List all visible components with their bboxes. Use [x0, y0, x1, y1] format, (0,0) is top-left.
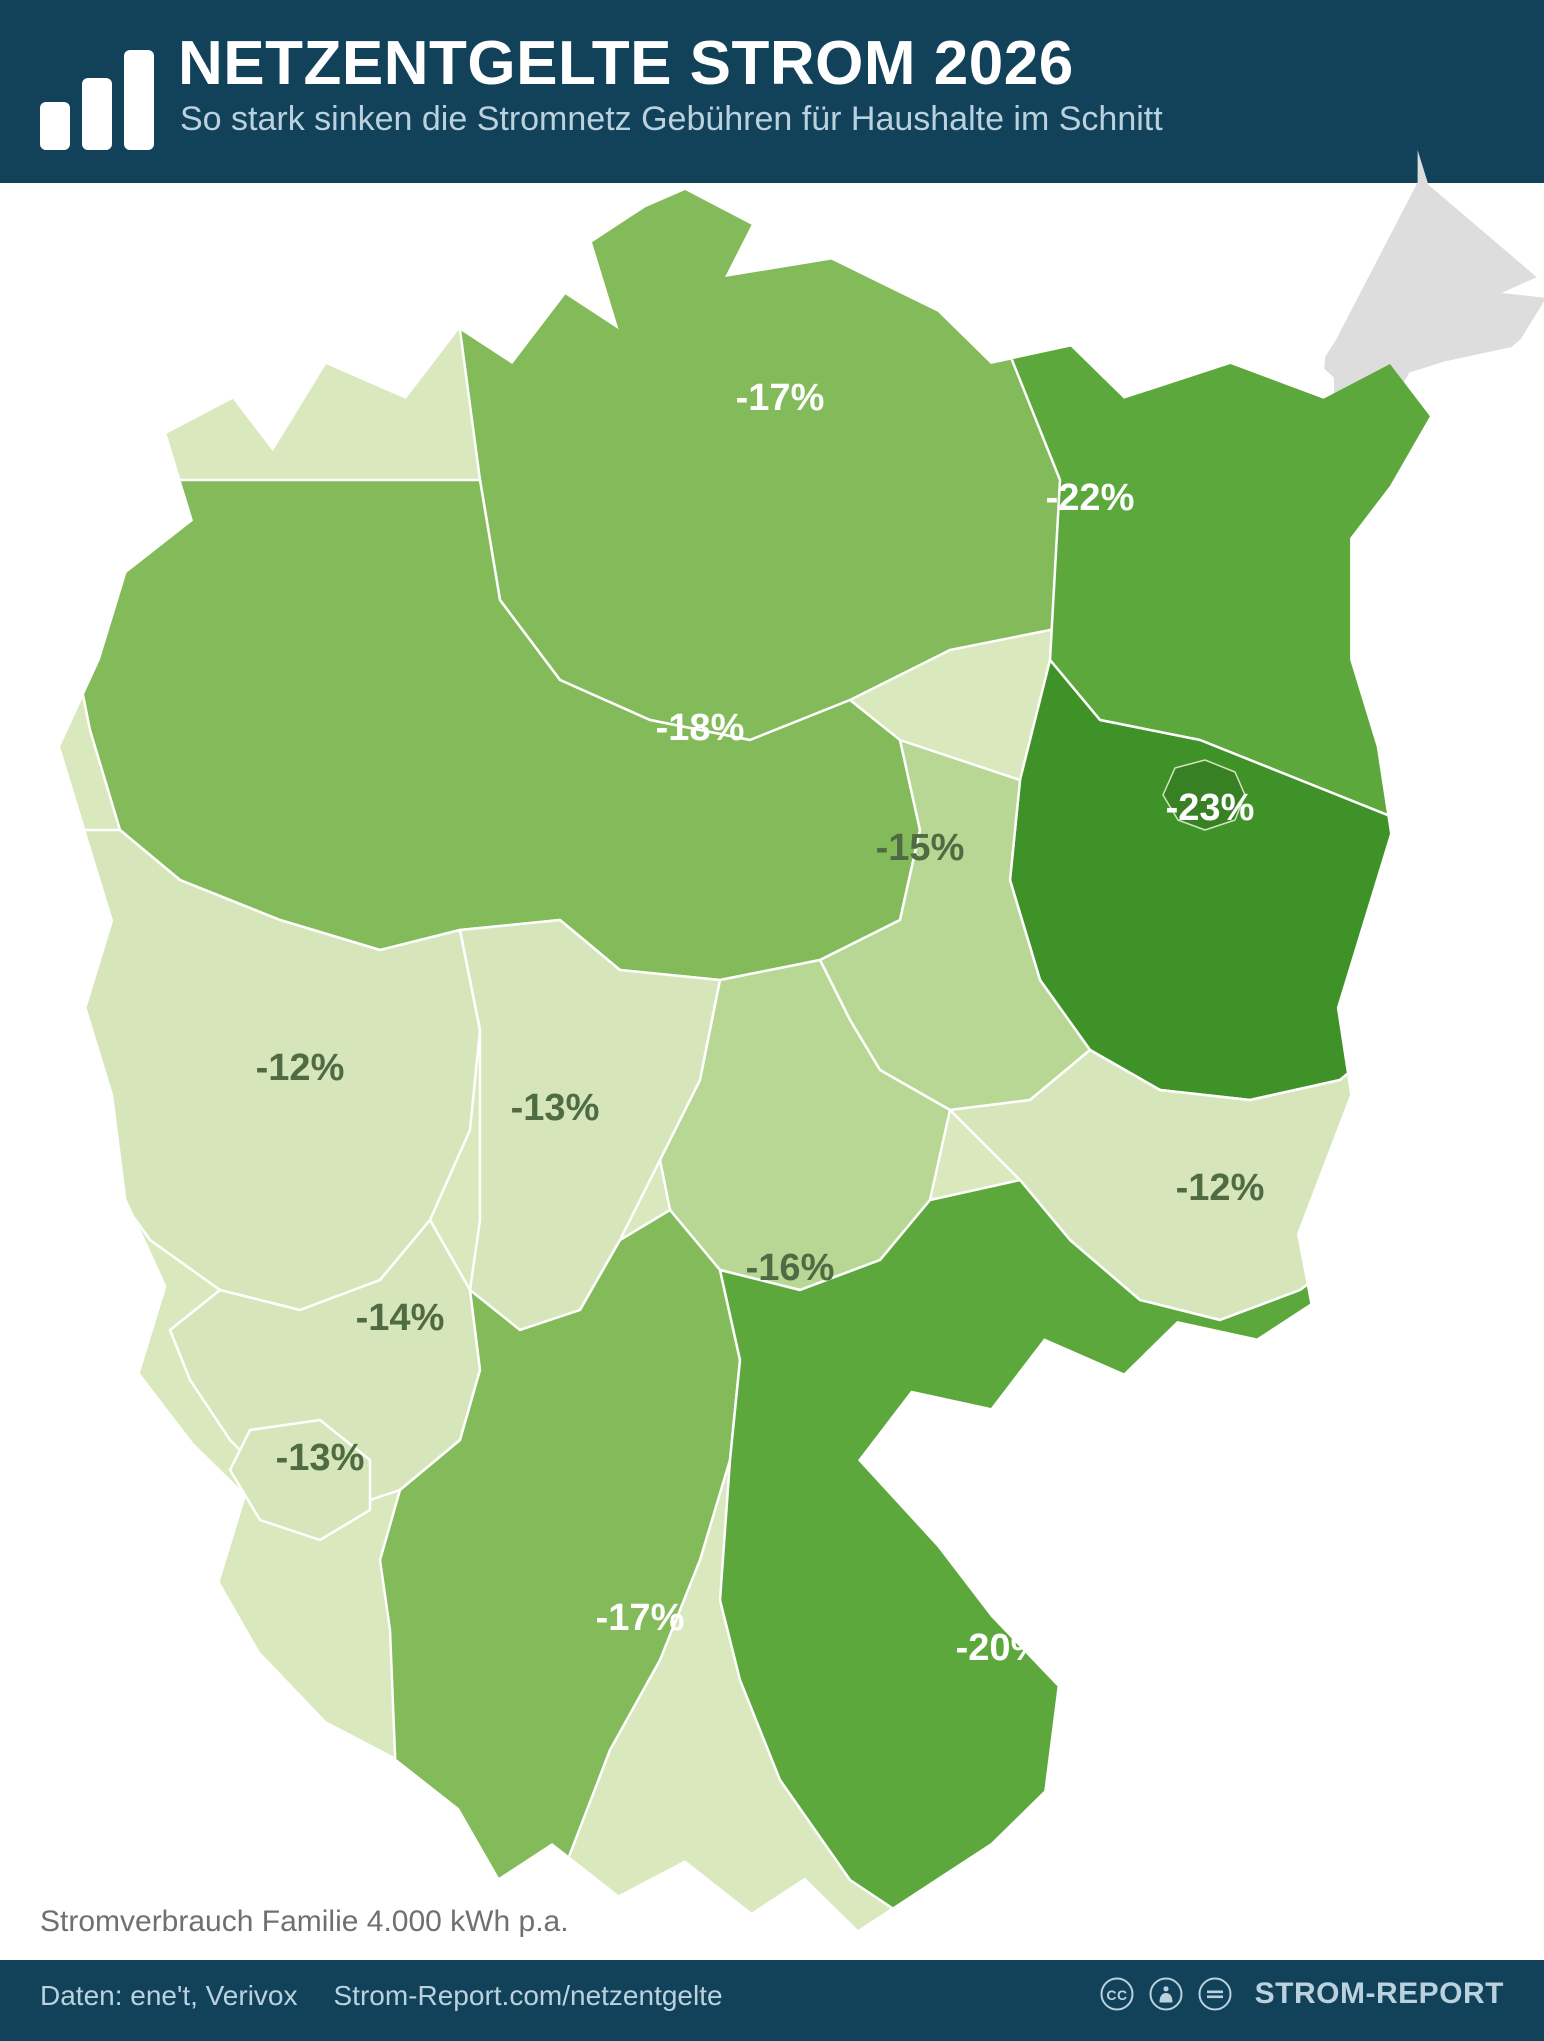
svg-text:-12%: -12% — [1176, 1167, 1265, 1209]
svg-text:-17%: -17% — [736, 377, 825, 419]
svg-text:-23%: -23% — [1166, 787, 1255, 829]
svg-text:-20%: -20% — [956, 1627, 1045, 1669]
svg-text:-22%: -22% — [1046, 477, 1135, 519]
svg-text:-18%: -18% — [656, 707, 745, 749]
svg-text:CC: CC — [1107, 1987, 1128, 2003]
svg-text:-13%: -13% — [276, 1437, 365, 1479]
svg-text:-13%: -13% — [511, 1087, 600, 1129]
svg-text:-12%: -12% — [256, 1047, 345, 1089]
svg-text:-14%: -14% — [356, 1297, 445, 1339]
svg-text:-16%: -16% — [746, 1247, 835, 1289]
svg-text:-17%: -17% — [596, 1597, 685, 1639]
svg-text:-15%: -15% — [876, 827, 965, 869]
